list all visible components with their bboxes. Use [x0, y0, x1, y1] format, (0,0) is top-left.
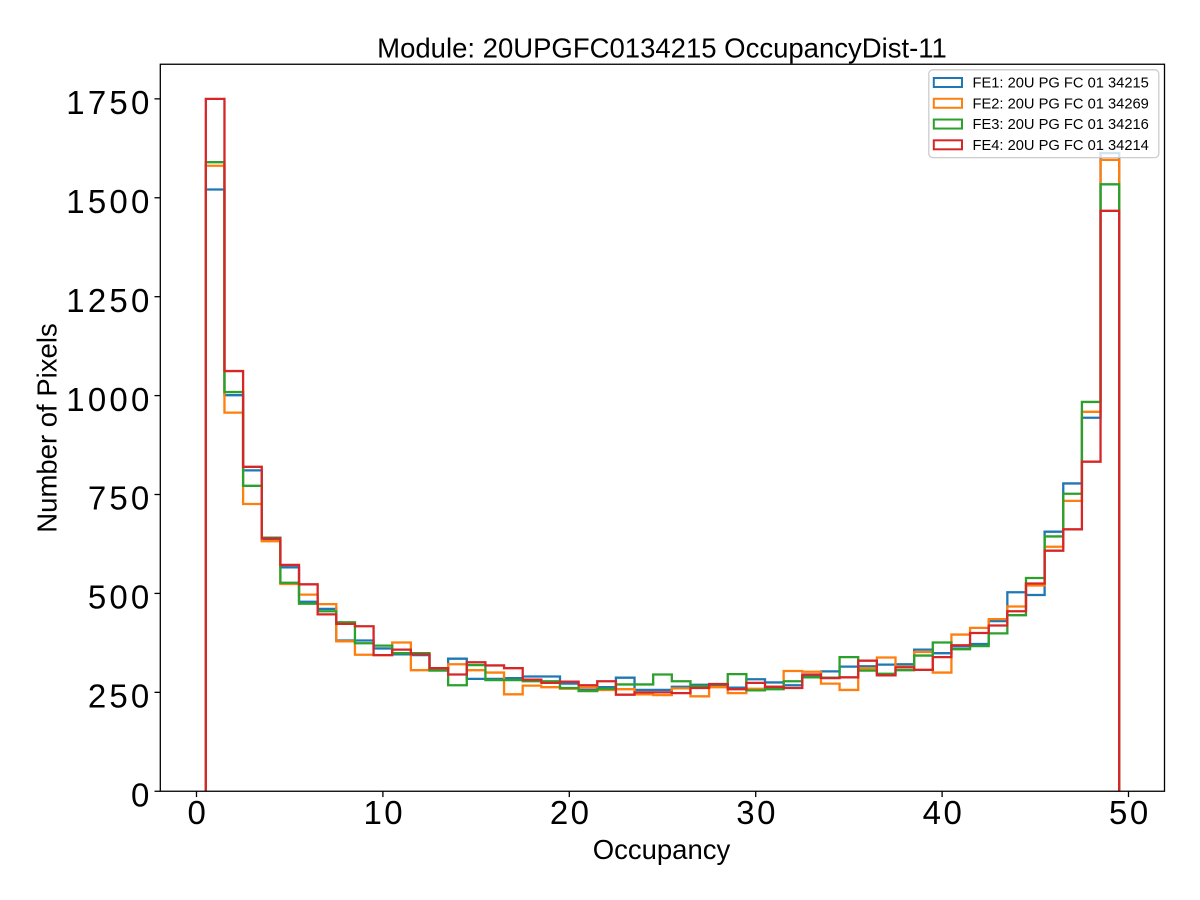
- svg-text:Number of Pixels: Number of Pixels: [32, 323, 63, 532]
- svg-text:1000: 1000: [66, 381, 152, 418]
- svg-text:Occupancy: Occupancy: [593, 834, 731, 865]
- svg-text:750: 750: [88, 480, 153, 517]
- svg-text:FE3: 20U PG FC 01 34216: FE3: 20U PG FC 01 34216: [973, 117, 1149, 133]
- svg-text:30: 30: [736, 794, 778, 831]
- svg-text:500: 500: [88, 579, 153, 616]
- svg-text:1250: 1250: [66, 282, 152, 319]
- svg-text:250: 250: [88, 678, 153, 715]
- svg-text:0: 0: [131, 776, 153, 813]
- svg-text:20: 20: [550, 794, 592, 831]
- svg-text:Module: 20UPGFC0134215 Occupan: Module: 20UPGFC0134215 OccupancyDist-11: [377, 33, 947, 64]
- svg-text:50: 50: [1109, 794, 1151, 831]
- svg-text:0: 0: [187, 794, 208, 831]
- svg-text:10: 10: [363, 794, 405, 831]
- svg-text:FE2: 20U PG FC 01 34269: FE2: 20U PG FC 01 34269: [973, 96, 1149, 112]
- svg-text:1500: 1500: [66, 183, 152, 220]
- svg-text:FE4: 20U PG FC 01 34214: FE4: 20U PG FC 01 34214: [973, 138, 1149, 154]
- svg-text:FE1: 20U PG FC 01 34215: FE1: 20U PG FC 01 34215: [973, 76, 1149, 92]
- svg-text:40: 40: [923, 794, 965, 831]
- svg-text:1750: 1750: [66, 84, 152, 121]
